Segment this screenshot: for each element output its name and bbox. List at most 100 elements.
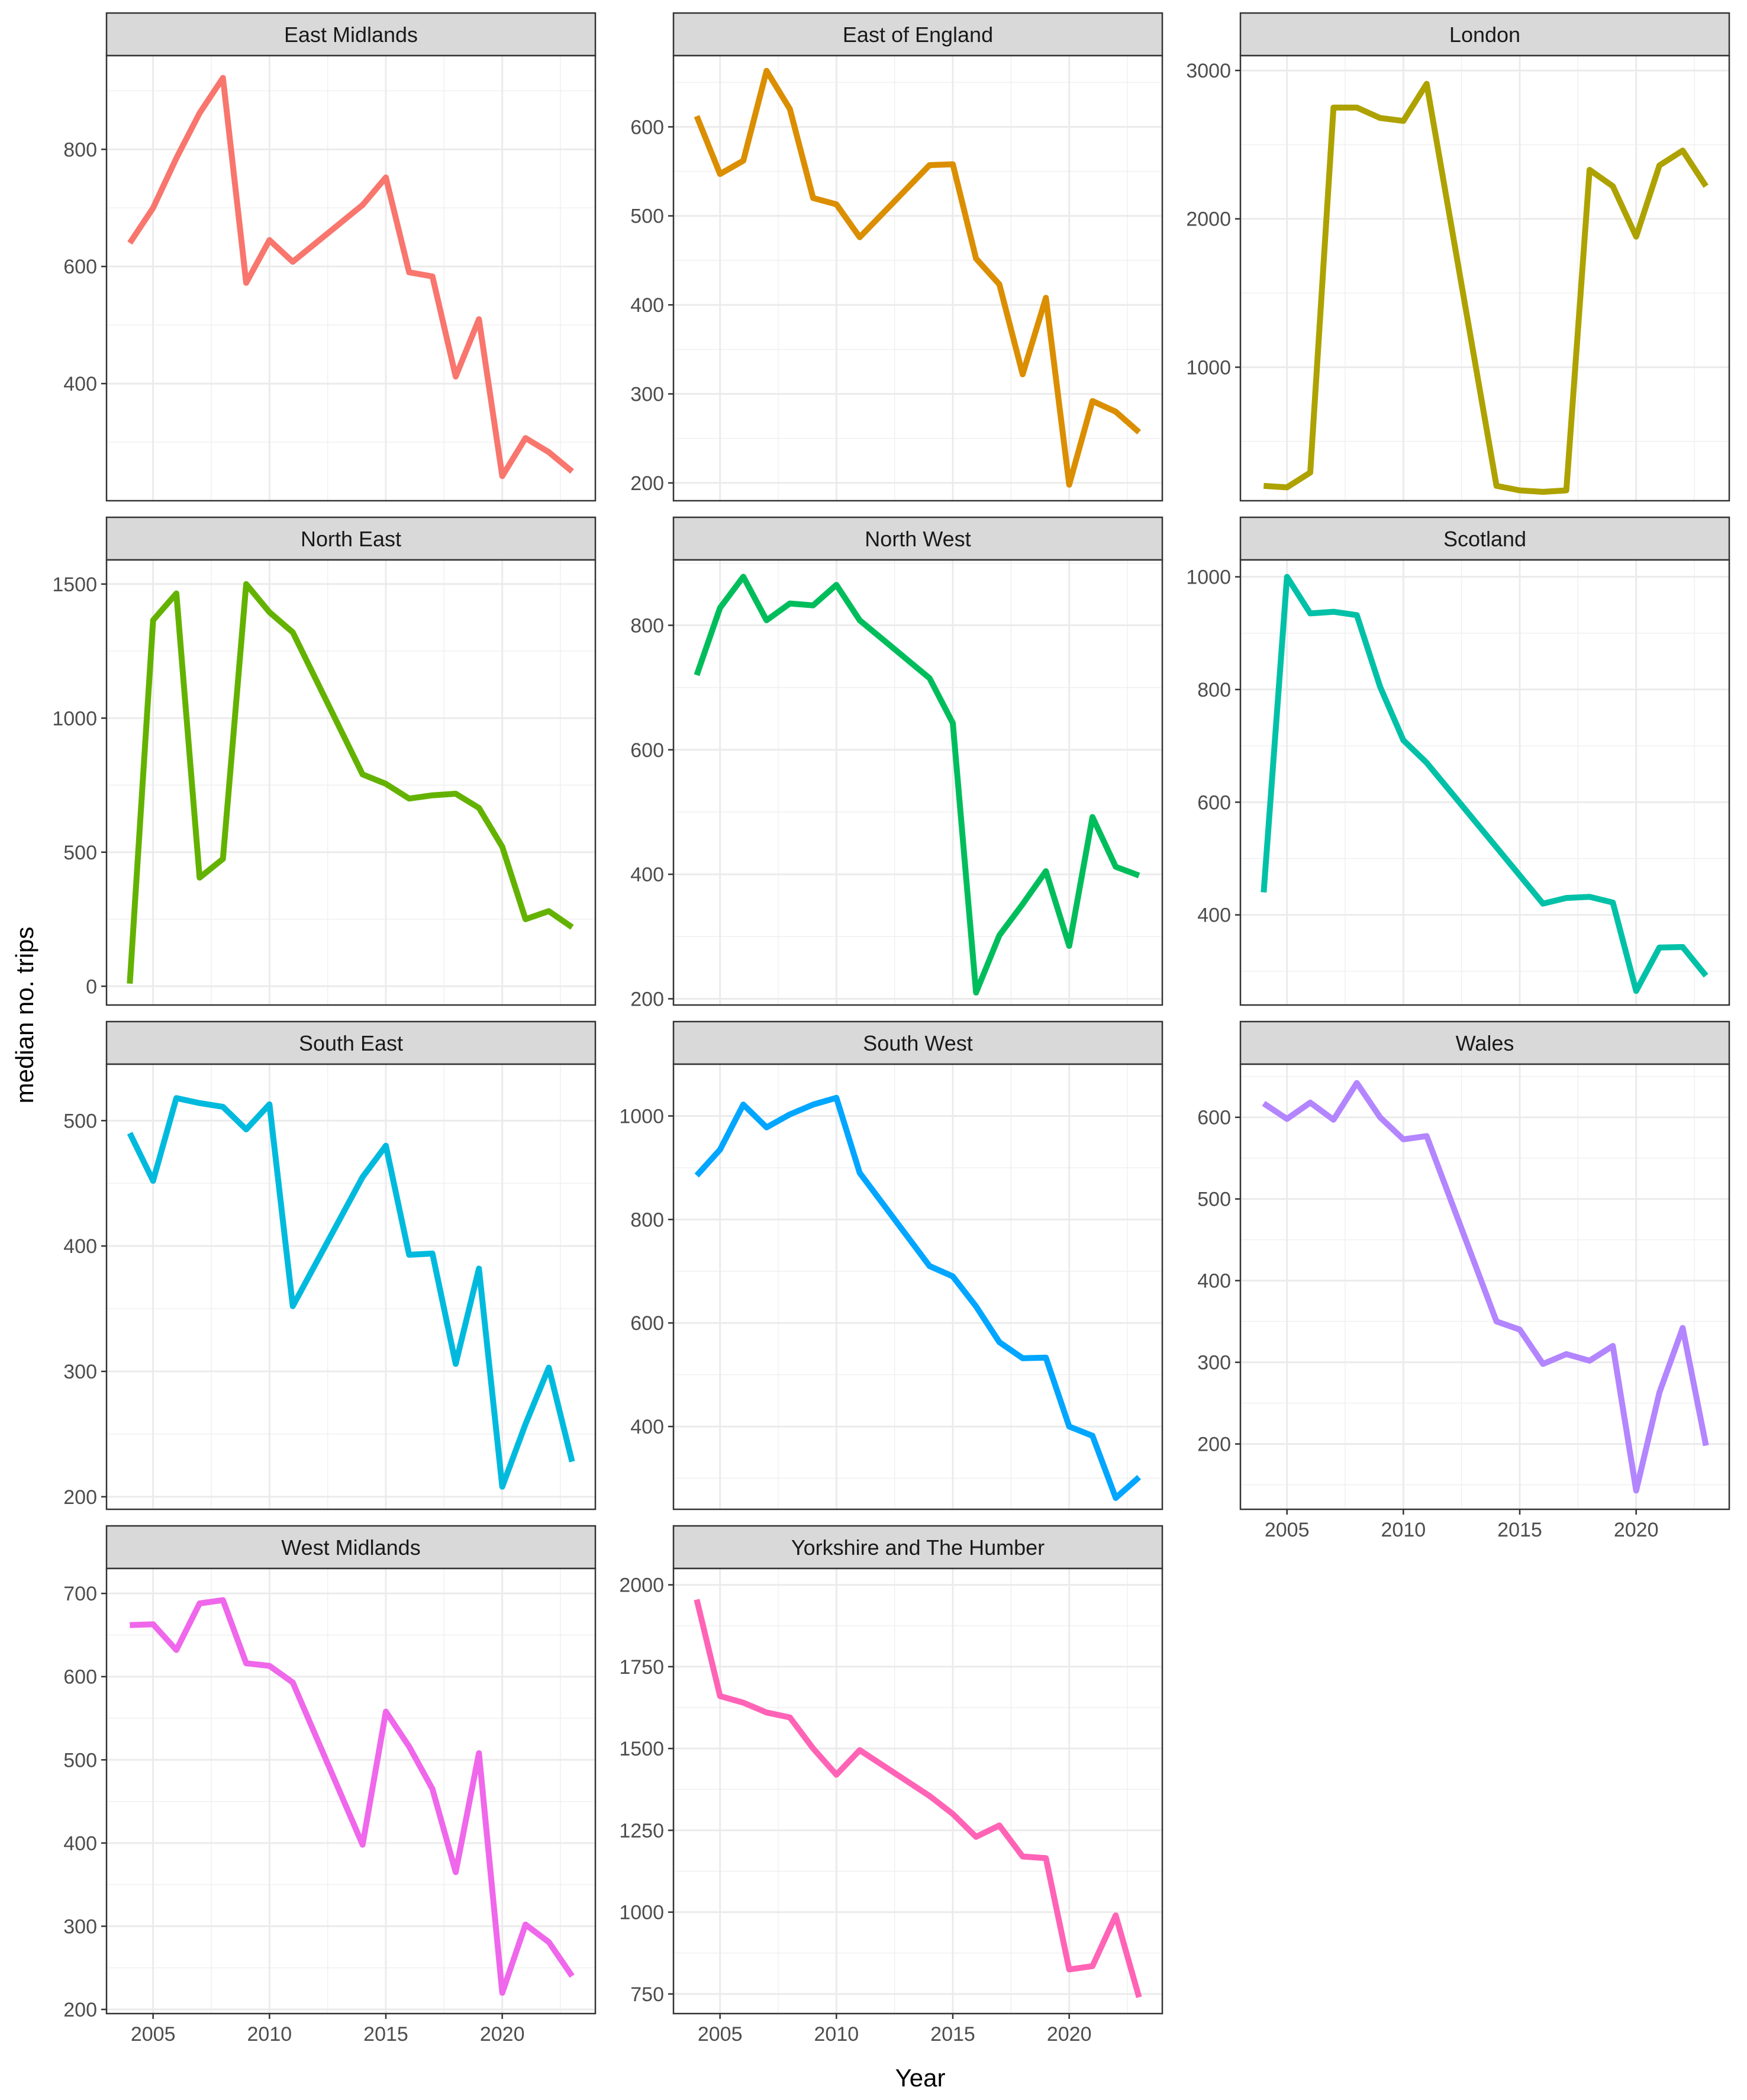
y-tick-label: 800 <box>630 614 664 637</box>
facet-strip-label: Wales <box>1456 1031 1514 1055</box>
y-tick-label: 2000 <box>619 1574 664 1597</box>
series-line <box>694 574 1140 996</box>
y-tick-label: 800 <box>63 139 97 161</box>
panel-border <box>1239 1063 1730 1510</box>
y-tick-label: 800 <box>1197 679 1231 701</box>
y-tick-label: 300 <box>630 384 664 406</box>
y-tick-label: 300 <box>1197 1352 1231 1374</box>
x-tick-label: 2015 <box>363 2023 408 2046</box>
y-tick-label: 200 <box>63 1999 97 2021</box>
panel-border <box>105 559 597 1006</box>
facet-panel: Wales 200 300 400 500 600 2005 2010 2015 2020 <box>1197 1020 1730 1541</box>
y-tick-label: 300 <box>63 1361 97 1383</box>
series-line <box>127 1095 575 1490</box>
y-tick-label: 500 <box>63 842 97 864</box>
facet-strip-label: East of England <box>843 22 993 47</box>
x-tick-label: 2020 <box>1047 2023 1092 2046</box>
facet-panel: Scotland 400 600 800 1000 <box>1186 516 1730 1006</box>
y-tick-label: 300 <box>63 1915 97 1938</box>
facet-panel: North West 200 400 600 800 <box>630 516 1163 1010</box>
series-line <box>127 75 574 479</box>
panel-border <box>105 1567 597 2015</box>
panel-border <box>1239 559 1730 1006</box>
facet-strip-label: North West <box>865 527 971 551</box>
y-tick-label: 600 <box>1197 791 1231 814</box>
facet-panel: South West 400 600 800 1000 <box>619 1020 1163 1510</box>
y-tick-label: 1000 <box>1186 356 1231 379</box>
facet-strip <box>105 12 597 57</box>
x-tick-label: 2015 <box>930 2023 975 2046</box>
x-tick-label: 2010 <box>1381 1519 1426 1541</box>
plot-background <box>107 560 595 1005</box>
facet-panel: North East 0 500 1000 1500 <box>52 516 597 1006</box>
y-tick-label: 200 <box>1197 1434 1231 1456</box>
plot-background <box>1240 560 1729 1005</box>
x-tick-label: 2005 <box>1265 1519 1310 1541</box>
panel-border <box>672 1567 1163 2015</box>
plot-background <box>107 1064 595 1509</box>
y-tick-label: 200 <box>630 988 664 1010</box>
facet-strip <box>672 1525 1163 1570</box>
panel-border <box>105 1063 597 1510</box>
y-tick-label: 700 <box>63 1583 97 1605</box>
y-tick-label: 3000 <box>1186 60 1231 82</box>
y-tick-label: 0 <box>86 975 97 998</box>
facet-strip <box>1239 516 1730 561</box>
y-tick-label: 1000 <box>619 1105 664 1128</box>
y-tick-label: 400 <box>63 1832 97 1855</box>
x-tick-label: 2010 <box>247 2023 292 2046</box>
x-tick-label: 2015 <box>1497 1519 1542 1541</box>
facet-panels: East Midlands 400 600 800 East of England 200… <box>52 12 1730 2046</box>
panel-border <box>672 559 1163 1006</box>
panel-border <box>1239 54 1730 502</box>
facet-strip-label: Yorkshire and The Humber <box>791 1535 1045 1560</box>
x-tick-label: 2020 <box>1614 1519 1659 1541</box>
facet-strip-label: South West <box>863 1031 972 1055</box>
y-tick-label: 400 <box>630 864 664 886</box>
y-tick-label: 600 <box>630 116 664 139</box>
y-tick-label: 500 <box>630 205 664 228</box>
facet-strip <box>105 516 597 561</box>
series-line <box>127 581 574 984</box>
y-tick-label: 400 <box>1197 1270 1231 1293</box>
y-tick-label: 1000 <box>619 1902 664 1924</box>
panel-border <box>672 1063 1163 1510</box>
facet-panel: Yorkshire and The Humber 750 1000 1250 1500 1… <box>619 1525 1163 2046</box>
facet-strip-label: Scotland <box>1443 527 1526 551</box>
y-tick-label: 1000 <box>52 707 97 730</box>
x-tick-label: 2005 <box>698 2023 743 2046</box>
panel-border <box>672 54 1163 502</box>
y-tick-label: 400 <box>63 373 97 395</box>
panel-border <box>105 54 597 502</box>
y-tick-label: 600 <box>630 1312 664 1335</box>
plot-background <box>673 1064 1162 1509</box>
y-tick-label: 1750 <box>619 1656 664 1679</box>
facet-panel: East Midlands 400 600 800 <box>63 12 597 502</box>
series-line <box>130 1597 575 1996</box>
y-tick-label: 750 <box>630 1983 664 2006</box>
y-tick-label: 1500 <box>52 574 97 596</box>
series-line <box>694 1094 1142 1501</box>
series-line <box>1263 80 1709 495</box>
facet-strip-label: West Midlands <box>281 1535 420 1560</box>
y-tick-label: 200 <box>63 1486 97 1509</box>
y-tick-label: 500 <box>63 1749 97 1772</box>
y-tick-label: 400 <box>1197 904 1231 927</box>
series-line <box>694 1599 1142 1998</box>
x-tick-label: 2020 <box>480 2023 525 2046</box>
facet-panel: South East 200 300 400 500 <box>63 1020 597 1510</box>
y-tick-label: 600 <box>63 1666 97 1689</box>
x-axis-title: Year <box>895 2064 946 2092</box>
facet-panel: West Midlands 200 300 400 500 600 700 2005 2010 2… <box>63 1525 597 2046</box>
y-tick-label: 500 <box>63 1110 97 1132</box>
facet-strip <box>1239 12 1730 57</box>
y-tick-label: 800 <box>630 1209 664 1231</box>
facet-strip-label: East Midlands <box>284 22 418 47</box>
facet-panel: East of England 200 300 400 500 600 <box>630 12 1163 502</box>
y-tick-label: 600 <box>63 256 97 278</box>
y-tick-label: 400 <box>630 294 664 317</box>
y-tick-label: 1250 <box>619 1819 664 1842</box>
series-line <box>1262 1080 1709 1494</box>
